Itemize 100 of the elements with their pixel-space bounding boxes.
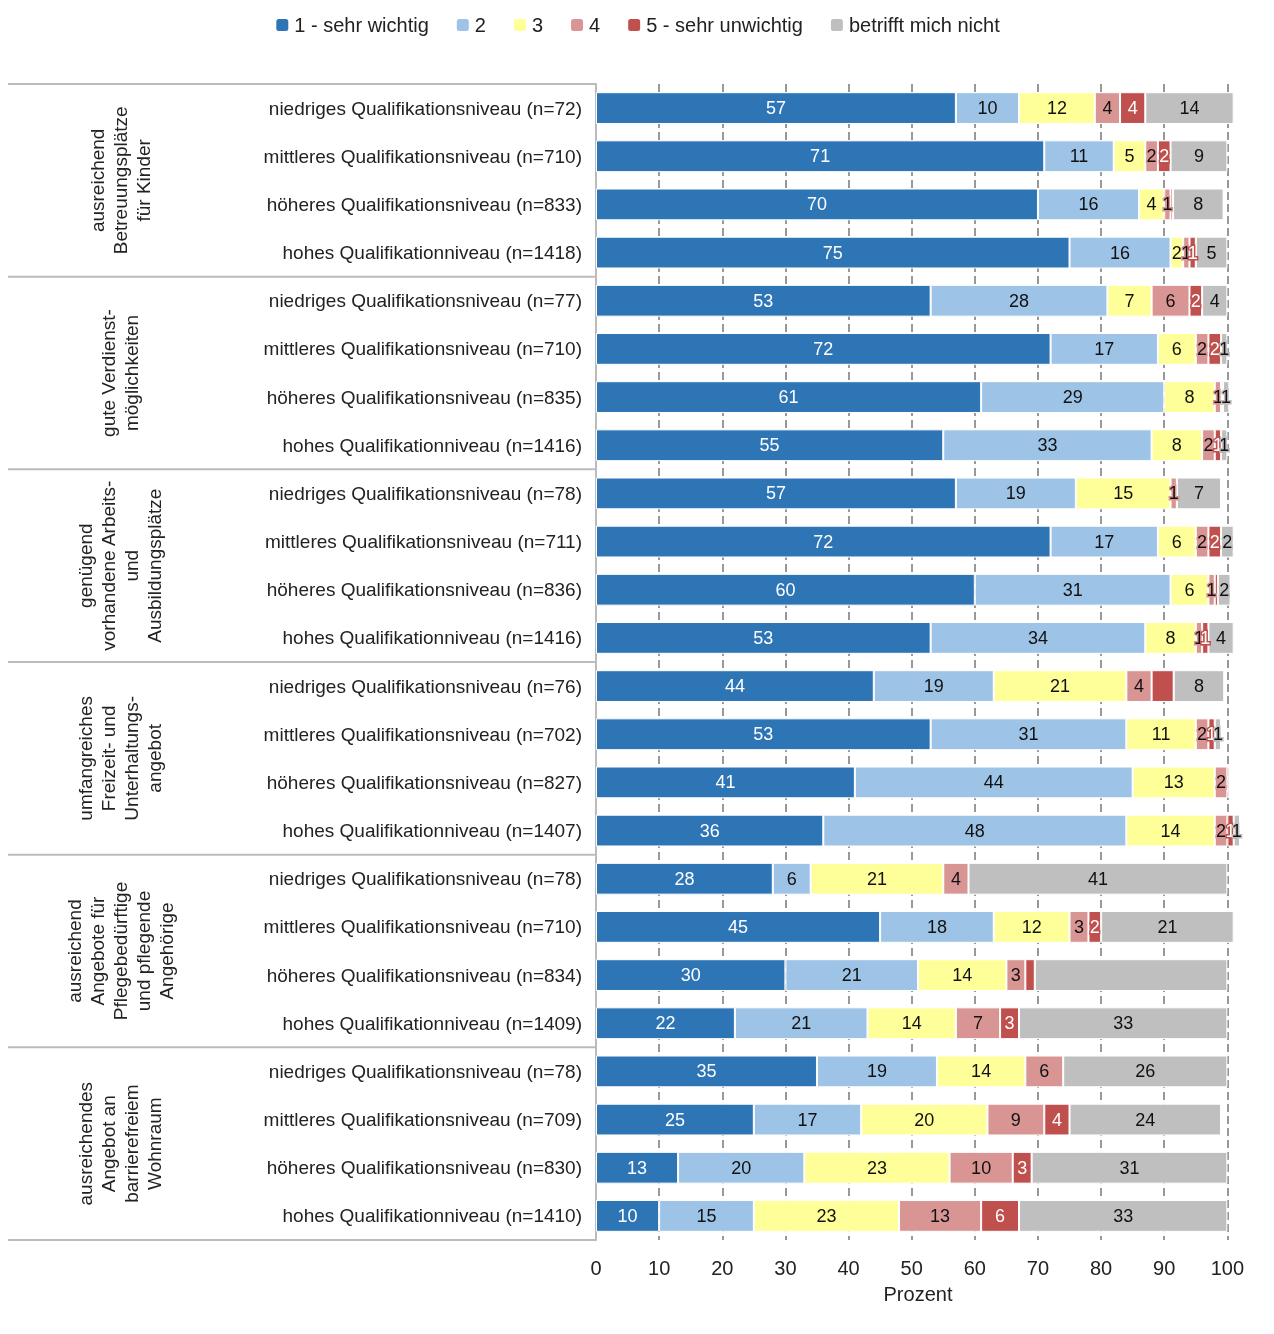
data-label: 2: [1159, 146, 1170, 167]
y-tick-label: niedriges Qualifikationsniveau (n=76): [268, 675, 582, 697]
x-tick-label: 40: [837, 1257, 860, 1279]
data-label: 20: [914, 1109, 935, 1130]
data-label: 3: [1010, 965, 1021, 986]
legend-label: 1 - sehr wichtig: [294, 14, 429, 36]
data-label: 10: [977, 98, 998, 119]
data-label: 8: [1171, 435, 1182, 456]
data-label: 14: [1160, 820, 1181, 841]
data-label: 2: [1219, 579, 1230, 600]
data-label: 6: [1165, 290, 1176, 311]
data-label: 53: [753, 627, 774, 648]
y-tick-label: mittleres Qualifikationsniveau (n=710): [263, 145, 582, 167]
data-label: 2: [1190, 290, 1201, 311]
data-label: 36: [699, 820, 720, 841]
data-label: 2: [1197, 724, 1208, 745]
data-label: 11: [1151, 724, 1171, 745]
data-label: 12: [1046, 98, 1067, 119]
data-label: 12: [1021, 916, 1042, 937]
x-tick-label: 20: [711, 1257, 734, 1279]
data-label: 3: [1017, 1157, 1028, 1178]
data-label: 33: [1113, 1205, 1134, 1226]
data-label: 21: [791, 1013, 812, 1034]
data-label: 6: [1171, 531, 1182, 552]
legend-label: 2: [474, 14, 486, 36]
data-label: 21: [1157, 916, 1178, 937]
data-label: 2: [1209, 531, 1220, 552]
x-tick-label: 10: [648, 1257, 671, 1279]
data-label: 15: [1113, 483, 1134, 504]
data-label: 24: [1135, 1109, 1156, 1130]
data-label: 44: [724, 676, 745, 697]
data-label: 41: [1087, 868, 1108, 889]
y-tick-label: niedriges Qualifikationsniveau (n=72): [268, 97, 582, 119]
data-label: 2: [1197, 531, 1208, 552]
data-label: 1: [1219, 338, 1230, 359]
data-label: 16: [1110, 242, 1131, 263]
data-label: 4: [1146, 194, 1157, 215]
data-label: 26: [1135, 1061, 1156, 1082]
data-label: 17: [1094, 531, 1115, 552]
x-tick-label: 90: [1153, 1257, 1176, 1279]
data-label: 1: [1168, 483, 1179, 504]
data-label: 6: [1184, 579, 1195, 600]
legend-label: 4: [589, 14, 601, 36]
data-label: 29: [1062, 387, 1083, 408]
data-label: 72: [813, 531, 834, 552]
text: ausreichend Betreuungsplätze für Kinder: [86, 106, 154, 255]
text: ausreichendes Angebot an barrierefreiem Wohnraum: [75, 1081, 165, 1206]
data-label: 21: [1050, 676, 1071, 697]
data-label: 14: [901, 1013, 922, 1034]
data-label: 6: [995, 1205, 1006, 1226]
y-tick-label: höheres Qualifikationsniveau (n=835): [266, 386, 582, 408]
data-label: 13: [627, 1157, 648, 1178]
y-tick-label: niedriges Qualifikationsniveau (n=78): [268, 482, 582, 504]
data-label: 19: [923, 676, 944, 697]
y-tick-label: hohes Qualifikationniveau (n=1407): [282, 820, 582, 842]
data-label: 17: [1094, 338, 1115, 359]
data-label: 3: [1073, 916, 1085, 937]
legend-label: betrifft mich nicht: [848, 14, 1001, 36]
x-tick-label: 0: [590, 1257, 602, 1279]
data-label: 7: [1124, 290, 1135, 311]
data-label: 15: [696, 1205, 717, 1226]
data-label: 75: [822, 242, 843, 263]
data-label: 10: [971, 1157, 992, 1178]
data-label: 4: [1216, 627, 1227, 648]
text: ausreichend Angebote für Pflegebedürftige und pflegende Angehörige: [63, 881, 177, 1021]
text: genügend vorhandene Arbeits- und Ausbildungsplätze: [75, 480, 165, 651]
data-label: 21: [841, 965, 862, 986]
data-label: 31: [1018, 724, 1039, 745]
data-label: 2: [1146, 146, 1157, 167]
data-label: 30: [680, 965, 701, 986]
y-tick-label: höheres Qualifikationsniveau (n=834): [266, 964, 582, 986]
data-label: 18: [926, 916, 947, 937]
data-label: 57: [765, 483, 786, 504]
data-label: 8: [1193, 194, 1204, 215]
y-tick-label: niedriges Qualifikationsniveau (n=77): [268, 290, 582, 312]
data-label: 1: [1221, 387, 1232, 408]
data-label: 9: [1193, 146, 1204, 167]
y-tick-label: hohes Qualifikationniveau (n=1416): [282, 627, 582, 649]
data-label: 41: [715, 772, 736, 793]
y-tick-label: mittleres Qualifikationsniveau (n=709): [263, 1109, 582, 1131]
data-label: 4: [1051, 1109, 1062, 1130]
data-label: 6: [786, 868, 797, 889]
data-label: 17: [797, 1109, 818, 1130]
data-label: 10: [617, 1205, 638, 1226]
data-label: 25: [664, 1109, 685, 1130]
y-tick-label: hohes Qualifikationniveau (n=1409): [282, 1012, 582, 1034]
y-tick-label: hohes Qualifikationniveau (n=1416): [282, 434, 582, 456]
legend-label: 3: [531, 14, 544, 36]
data-label: 8: [1193, 676, 1204, 697]
data-label: 9: [1010, 1109, 1021, 1130]
x-tick-label: 80: [1089, 1257, 1113, 1279]
data-label: 6: [1171, 338, 1182, 359]
data-label: 14: [1179, 98, 1200, 119]
data-label: 20: [731, 1157, 752, 1178]
data-label: 61: [778, 387, 799, 408]
data-label: 70: [806, 194, 827, 215]
data-label: 13: [930, 1205, 951, 1226]
x-tick-label: 100: [1210, 1257, 1245, 1279]
data-label: 8: [1184, 387, 1195, 408]
data-label: 7: [972, 1013, 983, 1034]
